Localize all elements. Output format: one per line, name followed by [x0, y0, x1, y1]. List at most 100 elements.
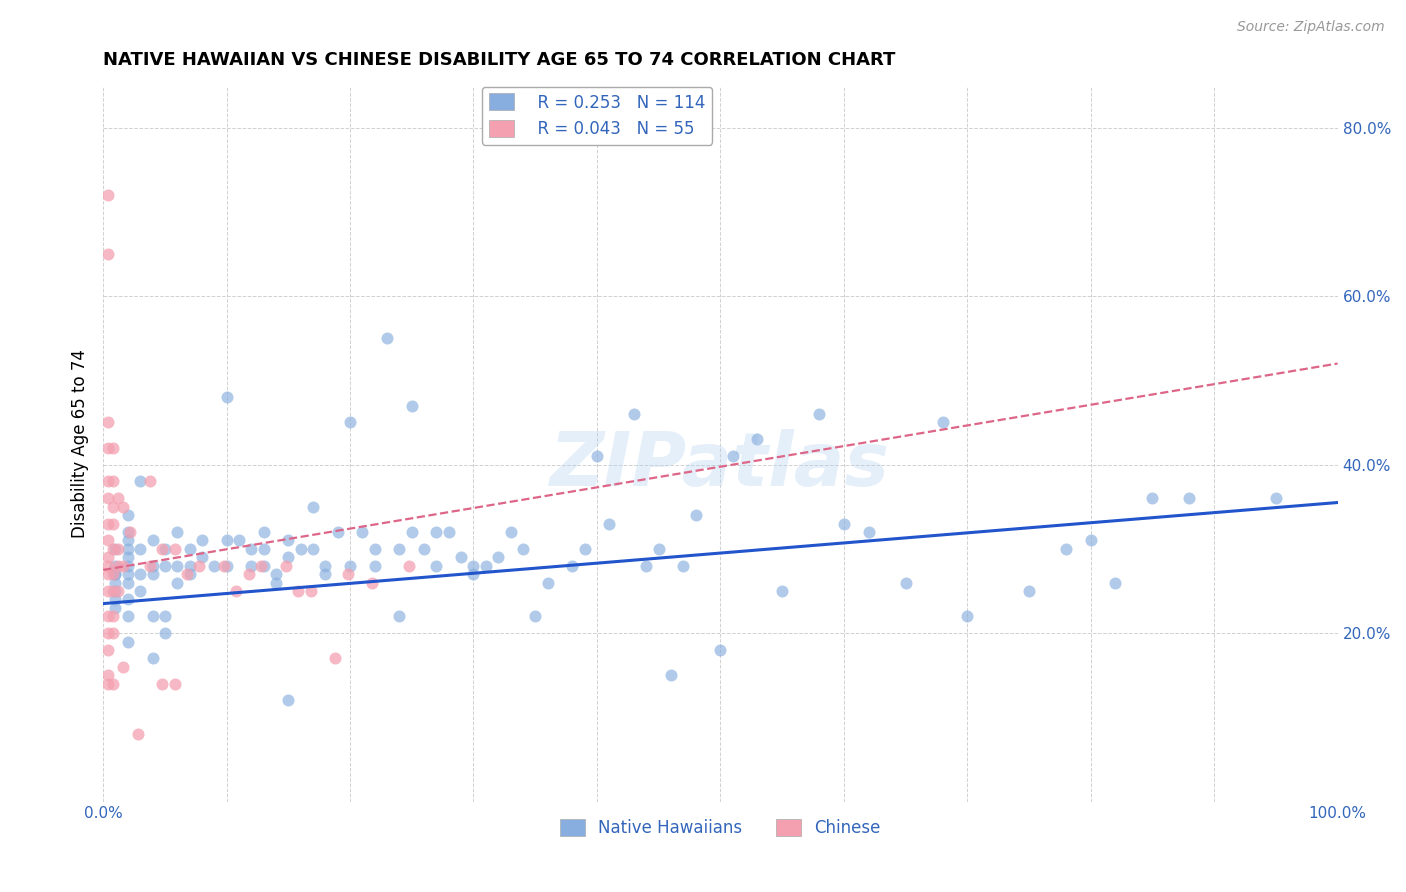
Point: [101, 475, 124, 489]
Point: [191, 533, 214, 548]
Point: [623, 407, 645, 421]
Point: [277, 693, 299, 707]
Point: [97, 516, 120, 531]
Point: [475, 558, 498, 573]
Point: [598, 516, 620, 531]
Point: [101, 567, 124, 582]
Point: [117, 533, 139, 548]
Point: [101, 676, 124, 690]
Point: [364, 541, 387, 556]
Point: [685, 508, 707, 523]
Point: [252, 524, 274, 539]
Point: [215, 390, 238, 404]
Point: [101, 626, 124, 640]
Point: [956, 609, 979, 624]
Point: [747, 433, 769, 447]
Point: [111, 660, 134, 674]
Point: [1018, 584, 1040, 599]
Point: [129, 584, 152, 599]
Point: [225, 584, 247, 599]
Point: [101, 541, 124, 556]
Point: [141, 558, 163, 573]
Point: [302, 500, 325, 514]
Point: [486, 550, 509, 565]
Point: [361, 575, 384, 590]
Point: [117, 524, 139, 539]
Point: [375, 331, 398, 345]
Point: [101, 609, 124, 624]
Point: [672, 558, 695, 573]
Point: [252, 558, 274, 573]
Point: [425, 558, 447, 573]
Point: [240, 558, 263, 573]
Point: [302, 541, 325, 556]
Point: [212, 558, 235, 573]
Point: [117, 609, 139, 624]
Point: [129, 567, 152, 582]
Point: [97, 533, 120, 548]
Point: [97, 643, 120, 657]
Text: ZIPatlas: ZIPatlas: [550, 428, 890, 501]
Point: [770, 584, 793, 599]
Point: [139, 475, 162, 489]
Point: [659, 668, 682, 682]
Point: [141, 651, 163, 665]
Point: [264, 567, 287, 582]
Point: [277, 533, 299, 548]
Point: [153, 558, 176, 573]
Point: [388, 541, 411, 556]
Point: [721, 449, 744, 463]
Point: [202, 558, 225, 573]
Point: [274, 558, 297, 573]
Point: [129, 541, 152, 556]
Point: [111, 558, 134, 573]
Point: [141, 609, 163, 624]
Point: [1054, 541, 1077, 556]
Point: [463, 567, 485, 582]
Point: [104, 541, 127, 556]
Text: Source: ZipAtlas.com: Source: ZipAtlas.com: [1237, 20, 1385, 34]
Point: [215, 558, 238, 573]
Point: [709, 643, 731, 657]
Point: [277, 550, 299, 565]
Point: [188, 558, 211, 573]
Point: [166, 558, 188, 573]
Point: [339, 558, 361, 573]
Point: [111, 500, 134, 514]
Point: [97, 416, 120, 430]
Point: [107, 558, 129, 573]
Point: [1142, 491, 1164, 506]
Text: NATIVE HAWAIIAN VS CHINESE DISABILITY AGE 65 TO 74 CORRELATION CHART: NATIVE HAWAIIAN VS CHINESE DISABILITY AG…: [103, 51, 896, 69]
Point: [163, 541, 186, 556]
Point: [574, 541, 596, 556]
Point: [97, 558, 120, 573]
Point: [97, 626, 120, 640]
Point: [512, 541, 534, 556]
Point: [398, 558, 420, 573]
Point: [536, 575, 558, 590]
Point: [858, 524, 880, 539]
Point: [107, 584, 129, 599]
Point: [299, 584, 322, 599]
Point: [97, 475, 120, 489]
Point: [647, 541, 669, 556]
Point: [413, 541, 436, 556]
Point: [463, 558, 485, 573]
Point: [117, 550, 139, 565]
Point: [215, 533, 238, 548]
Point: [314, 567, 336, 582]
Point: [104, 575, 127, 590]
Point: [1264, 491, 1286, 506]
Point: [264, 575, 287, 590]
Point: [240, 541, 263, 556]
Point: [1178, 491, 1201, 506]
Point: [97, 668, 120, 682]
Point: [104, 558, 127, 573]
Point: [336, 567, 359, 582]
Point: [352, 524, 374, 539]
Point: [153, 541, 176, 556]
Point: [107, 541, 129, 556]
Point: [437, 524, 460, 539]
Point: [238, 567, 260, 582]
Point: [250, 558, 273, 573]
